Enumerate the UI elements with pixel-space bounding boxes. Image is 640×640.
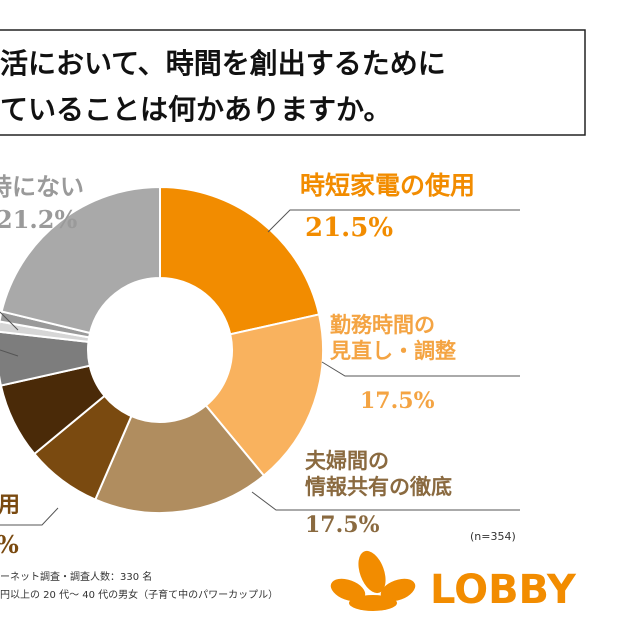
- donut-slice: [0, 185, 161, 335]
- value-label: 17.5%: [360, 388, 435, 414]
- category-label: 夫婦間の 情報共有の徹底: [305, 448, 452, 500]
- title-line: 活において、時間を創出するために: [0, 47, 446, 80]
- leader-line: [267, 209, 520, 233]
- leader-line: [0, 507, 59, 526]
- donut-slice: [0, 330, 91, 387]
- brand: LOBBY: [430, 567, 577, 613]
- value-label: 21.2%: [0, 205, 78, 234]
- category-label: 用: [0, 492, 21, 518]
- value-label: 21.5%: [305, 213, 394, 243]
- footnote: 円以上の 20 代〜 40 代の男女（子育て中のパワーカップル）: [0, 590, 279, 601]
- value-label: %: [0, 530, 19, 560]
- footnote: ーネット調査・調査人数：330 名: [0, 572, 153, 583]
- title-box: [0, 29, 586, 136]
- value-label: 17.5%: [305, 512, 380, 538]
- logo-mark: [330, 550, 416, 611]
- leader-line: [0, 349, 19, 357]
- category-label: 特にない: [0, 172, 84, 201]
- category-label: 勤務時間の 見直し・調整: [330, 312, 456, 364]
- leader-line: [0, 311, 19, 331]
- donut-slice: [159, 185, 321, 336]
- donut-slice: [204, 313, 324, 478]
- sample-note: (n=354): [470, 530, 516, 543]
- leader-line: [321, 361, 520, 377]
- category-label: 時短家電の使用: [300, 171, 476, 200]
- title-line: ていることは何かありますか。: [0, 93, 392, 126]
- donut-slice: [93, 404, 266, 514]
- leader-line: [251, 491, 520, 511]
